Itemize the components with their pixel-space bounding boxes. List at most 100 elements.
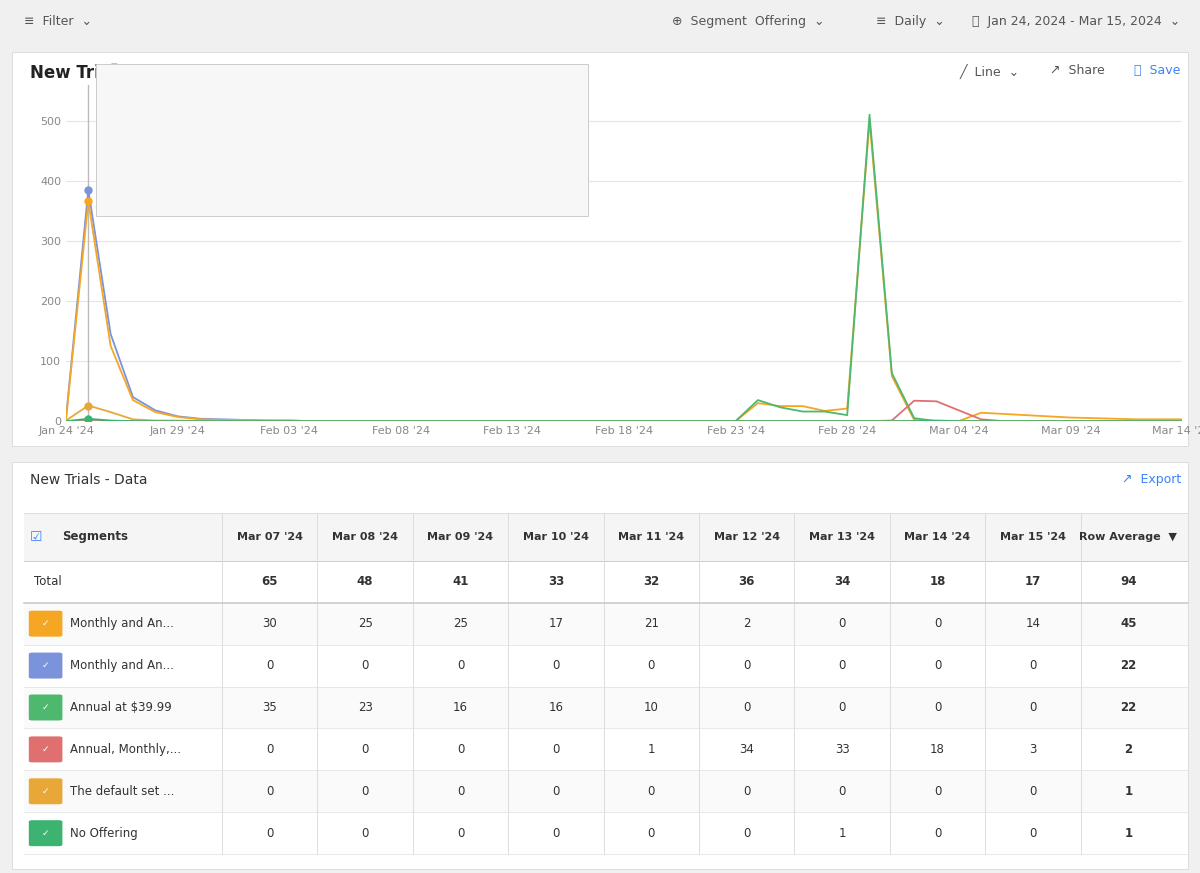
Text: ⊕  Segment  Offering  ⌄: ⊕ Segment Offering ⌄ [672,16,824,28]
Text: 1: 1 [1124,785,1133,798]
Text: 0: 0 [839,659,846,672]
Text: 0: 0 [457,827,464,840]
Text: ✓: ✓ [42,619,49,629]
Text: Mar 14 '24: Mar 14 '24 [905,532,971,542]
Text: ⬛  Save: ⬛ Save [1134,65,1181,77]
FancyBboxPatch shape [24,512,1188,560]
FancyBboxPatch shape [24,812,1188,854]
Text: 0: 0 [1030,701,1037,714]
Text: 0: 0 [648,785,655,798]
Text: 1: 1 [839,827,846,840]
Text: Annual at $39.99: 0: Annual at $39.99: 0 [110,166,214,176]
Text: 1: 1 [1124,827,1133,840]
FancyBboxPatch shape [24,602,1188,644]
Text: 0: 0 [934,785,941,798]
Text: 33: 33 [547,575,564,588]
Text: 18: 18 [930,743,944,756]
Text: 0: 0 [743,827,750,840]
Text: Mar 09 '24: Mar 09 '24 [427,532,493,542]
Text: 0: 0 [361,659,368,672]
Text: 1: 1 [648,743,655,756]
Text: 0: 0 [552,827,559,840]
Text: 45: 45 [1120,617,1136,630]
Text: 0: 0 [457,743,464,756]
Text: Monthly and An...: Monthly and An... [70,659,174,672]
Text: 30: 30 [263,617,277,630]
Text: 0: 0 [1030,659,1037,672]
Text: 0: 0 [934,659,941,672]
Text: 0: 0 [361,827,368,840]
Text: 0: 0 [266,827,274,840]
Text: 48: 48 [356,575,373,588]
Text: 0: 0 [1030,785,1037,798]
FancyBboxPatch shape [29,821,62,846]
FancyBboxPatch shape [29,779,62,804]
Text: Annual at $39.99: Annual at $39.99 [70,701,172,714]
Text: ⓘ: ⓘ [110,64,118,73]
FancyBboxPatch shape [24,770,1188,812]
Text: 22: 22 [1120,701,1136,714]
Text: 2: 2 [1124,743,1133,756]
Text: Monthly and An...: Monthly and An... [70,617,174,630]
FancyBboxPatch shape [96,65,588,216]
Text: 36: 36 [738,575,755,588]
Text: 34: 34 [834,575,851,588]
Text: No Offering: 4: No Offering: 4 [110,124,184,134]
FancyBboxPatch shape [12,463,1188,869]
Text: 🗓  Jan 24, 2024 - Mar 15, 2024  ⌄: 🗓 Jan 24, 2024 - Mar 15, 2024 ⌄ [972,16,1181,28]
Text: Monthly and Annual subs, but with Monthly as the default.: 385: Monthly and Annual subs, but with Monthl… [110,181,443,190]
Text: Annual, Monthly, and Lifetime: 0: Annual, Monthly, and Lifetime: 0 [110,152,281,162]
Text: 22: 22 [1120,659,1136,672]
Text: Mar 10 '24: Mar 10 '24 [523,532,589,542]
Text: 25: 25 [454,617,468,630]
Text: 0: 0 [457,785,464,798]
FancyBboxPatch shape [24,686,1188,728]
Text: 17: 17 [548,617,564,630]
FancyBboxPatch shape [29,695,62,720]
Text: Mar 12 '24: Mar 12 '24 [714,532,780,542]
Text: 41: 41 [452,575,469,588]
Text: 0: 0 [648,659,655,672]
Text: 33: 33 [835,743,850,756]
Text: 0: 0 [934,827,941,840]
FancyBboxPatch shape [29,653,62,678]
Text: 0: 0 [266,743,274,756]
Text: ↗  Share: ↗ Share [1050,65,1105,77]
Text: 25: 25 [358,617,372,630]
Text: 0: 0 [266,785,274,798]
Text: The default set ...: The default set ... [70,785,174,798]
Text: Jan 26, 2024: Jan 26, 2024 [110,89,185,102]
Text: 32: 32 [643,575,660,588]
Text: Row Average  ▼: Row Average ▼ [1079,532,1177,542]
Text: 0: 0 [457,659,464,672]
Text: Mar 11 '24: Mar 11 '24 [618,532,684,542]
Text: 0: 0 [648,827,655,840]
Text: 16: 16 [548,701,564,714]
Text: ✓: ✓ [42,661,49,670]
Text: 65: 65 [262,575,278,588]
Text: 0: 0 [552,659,559,672]
Text: 14: 14 [1025,617,1040,630]
Text: Total: Total [34,575,61,588]
Text: ☑: ☑ [30,530,42,544]
Text: 0: 0 [361,743,368,756]
Text: 23: 23 [358,701,372,714]
Text: 10: 10 [644,701,659,714]
Text: Mar 07 '24: Mar 07 '24 [236,532,302,542]
FancyBboxPatch shape [24,728,1188,770]
Text: 0: 0 [743,701,750,714]
Text: 0: 0 [839,617,846,630]
Text: 0: 0 [934,701,941,714]
Text: 0: 0 [552,743,559,756]
Text: 0: 0 [839,785,846,798]
Text: Mar 08 '24: Mar 08 '24 [332,532,398,542]
Text: Mar 15 '24: Mar 15 '24 [1000,532,1066,542]
Text: ✓: ✓ [42,745,49,754]
Text: 0: 0 [552,785,559,798]
Text: ≡  Filter  ⌄: ≡ Filter ⌄ [24,16,92,28]
Text: 0: 0 [361,785,368,798]
Text: New Trials: New Trials [30,65,126,82]
FancyBboxPatch shape [29,611,62,636]
Text: The default set of packages: 26: The default set of packages: 26 [110,138,276,148]
Text: 0: 0 [743,659,750,672]
